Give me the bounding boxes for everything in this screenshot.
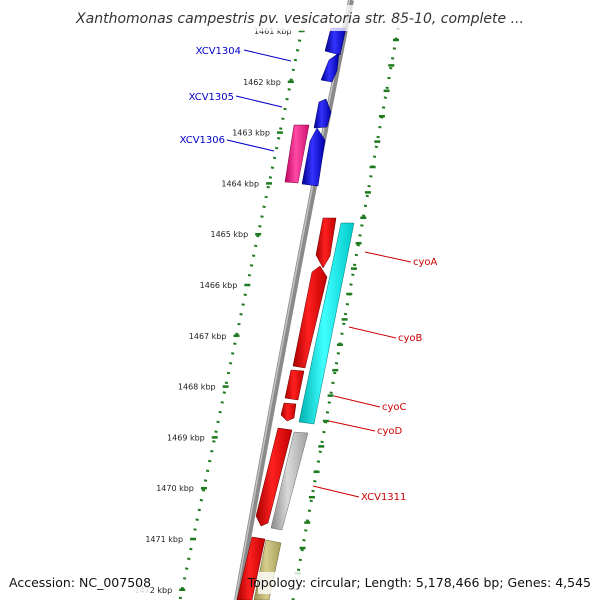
gene-feature-cyoB[interactable]: [292, 265, 328, 369]
ruler-label: 1465 kbp: [211, 230, 249, 239]
ruler-label: 1467 kbp: [189, 332, 227, 341]
genome-summary-text: Topology: circular; Length: 5,178,466 bp…: [247, 575, 591, 590]
gene-label-group: XCV1304 XCV1305 XCV1306 cyoA cyoB cyoC c…: [180, 46, 438, 503]
leader-line-cyoA: [364, 251, 412, 263]
gene-feature-cyoA[interactable]: [315, 217, 337, 269]
accession-text: Accession: NC_007508: [9, 575, 151, 590]
gene-feature-xcv1306-pink[interactable]: [284, 124, 310, 184]
ruler-ticks-inner: [294, 38, 399, 575]
gene-feature-cyoD[interactable]: [280, 402, 297, 422]
gene-feature-xcv1304[interactable]: [320, 52, 340, 83]
ruler-label: 1461 kbp: [254, 27, 292, 36]
gene-label-cyoD[interactable]: cyoD: [377, 426, 403, 437]
gene-label-xcv1305[interactable]: XCV1305: [189, 92, 234, 103]
leader-line-cyoD: [328, 420, 376, 432]
ruler-label: 1468 kbp: [178, 383, 216, 392]
gene-feature-bottom-red[interactable]: [236, 536, 266, 600]
ruler-label: 1463 kbp: [232, 129, 270, 138]
gene-feature-cyoC[interactable]: [284, 369, 305, 401]
ruler-label: 1470 kbp: [156, 484, 194, 493]
gene-label-xcv1311[interactable]: XCV1311: [361, 492, 406, 503]
ruler-label: 1462 kbp: [243, 78, 281, 87]
ruler-label: 1472 kbp: [134, 586, 172, 595]
ruler-label: 1469 kbp: [167, 433, 205, 442]
gene-feature-xcv1311[interactable]: [270, 431, 309, 531]
leader-line-cyoC: [333, 395, 381, 408]
leader-line-xcv1304: [243, 49, 292, 62]
gene-label-xcv1304[interactable]: XCV1304: [196, 46, 241, 57]
gene-label-cyoB[interactable]: cyoB: [398, 333, 423, 344]
ruler-scale: 1461 kbp 1462 kbp 1463 kbp 1464 kbp 1465 kbp…: [134, 27, 305, 595]
title-backdrop: [70, 5, 530, 31]
gene-feature-xcv1306[interactable]: [301, 127, 326, 187]
leader-line-xcv1311: [312, 485, 360, 498]
gene-feature-xcv1311-red[interactable]: [255, 427, 293, 527]
footer-backdrop-left: [4, 572, 150, 594]
gene-label-cyoC[interactable]: cyoC: [382, 402, 407, 413]
gene-label-cyoA[interactable]: cyoA: [413, 257, 438, 268]
ruler-label: 1471 kbp: [145, 535, 183, 544]
leader-line-cyoB: [348, 326, 397, 339]
map-title: Xanthomonas campestris pv. vesicatoria s…: [75, 11, 524, 27]
leader-line-xcv1305: [235, 95, 283, 108]
ruler-label: 1464 kbp: [221, 179, 259, 188]
genome-backbone: [234, 0, 354, 600]
footer-backdrop-right: [258, 572, 596, 594]
ruler-label: 1466 kbp: [200, 281, 238, 290]
gene-feature-xcv1305[interactable]: [313, 98, 332, 129]
leader-line-xcv1306: [226, 139, 275, 152]
gene-label-xcv1306[interactable]: XCV1306: [180, 135, 225, 146]
gene-feature-cyan-block[interactable]: [298, 222, 355, 425]
